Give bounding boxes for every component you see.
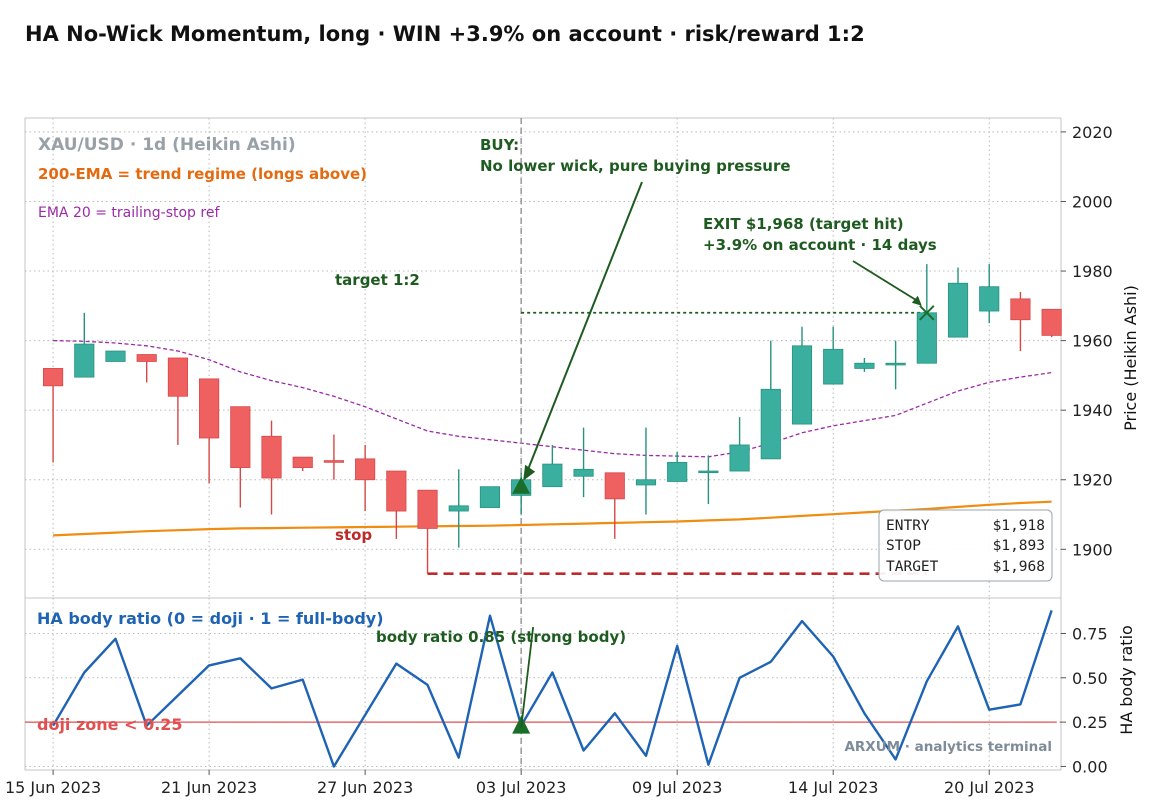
candle-body xyxy=(604,472,625,500)
body-ratio-plot xyxy=(25,610,1061,768)
candle-body xyxy=(105,350,126,362)
candle-body xyxy=(292,456,313,468)
exit-marker xyxy=(919,305,935,321)
candle-body xyxy=(760,388,781,460)
info-target-label: TARGET xyxy=(886,559,939,575)
buy-annotation-line1: BUY: xyxy=(480,136,519,154)
candle-body xyxy=(1041,308,1062,336)
candle-body xyxy=(448,505,469,512)
price-ylabel: Price (Heikin Ashi) xyxy=(1121,285,1140,431)
x-tick-label: 27 Jun 2023 xyxy=(317,778,413,797)
ratio-annotation: body ratio 0.85 (strong body) xyxy=(376,628,626,646)
ratio-tick-label: 0.00 xyxy=(1072,757,1108,776)
candle-body xyxy=(355,458,376,481)
exit-arrow xyxy=(852,260,920,303)
x-tick-label: 20 Jul 2023 xyxy=(944,778,1035,797)
candle-body xyxy=(230,406,251,468)
candle-body xyxy=(386,470,407,512)
doji-zone-label: doji zone < 0.25 xyxy=(37,715,183,734)
candle-body xyxy=(979,286,1000,312)
price-tick-label: 1940 xyxy=(1072,401,1113,420)
price-tick-label: 2000 xyxy=(1072,192,1113,211)
buy-arrowhead xyxy=(523,464,536,481)
candle-body xyxy=(667,461,688,482)
candle-body xyxy=(698,470,719,474)
x-tick-label: 14 Jul 2023 xyxy=(788,778,879,797)
exit-annotation-line1: EXIT $1,968 (target hit) xyxy=(703,215,904,233)
ratio-arrow xyxy=(520,626,535,728)
target-label: target 1:2 xyxy=(335,271,420,289)
ratio-tick-label: 0.75 xyxy=(1072,624,1108,643)
price-tick-label: 1960 xyxy=(1072,332,1113,351)
price-tick-label: 1980 xyxy=(1072,262,1113,281)
buy-annotation-line2: No lower wick, pure buying pressure xyxy=(480,157,791,175)
candle-body xyxy=(74,343,95,378)
chart-title: HA No-Wick Momentum, long · WIN +3.9% on… xyxy=(25,22,865,46)
x-tick-label: 09 Jul 2023 xyxy=(632,778,723,797)
candle-body xyxy=(947,282,969,338)
ratio-ylabel: HA body ratio xyxy=(1117,625,1136,735)
candles xyxy=(43,181,1062,574)
info-entry-value: $1,918 xyxy=(993,518,1045,534)
ema20-legend: EMA 20 = trailing-stop ref xyxy=(38,205,220,221)
body-ratio-line xyxy=(52,610,1053,768)
info-stop-value: $1,893 xyxy=(993,538,1045,554)
x-tick-label: 03 Jul 2023 xyxy=(476,778,567,797)
ratio-tick-label: 0.25 xyxy=(1072,713,1108,732)
info-stop-label: STOP xyxy=(886,538,921,554)
watermark: ARXUM · analytics terminal xyxy=(844,739,1052,755)
candle-body xyxy=(261,435,282,479)
price-tick-label: 1900 xyxy=(1072,540,1113,559)
ratio-panel-frame xyxy=(24,597,1062,771)
ratio-tick-label: 0.50 xyxy=(1072,669,1108,688)
stop-label: stop xyxy=(335,526,372,544)
candle-body xyxy=(323,460,345,463)
trade-info-box: ENTRY $1,918 STOP $1,893 TARGET $1,968 xyxy=(878,509,1053,582)
ratio-title: HA body ratio (0 = doji · 1 = full-body) xyxy=(37,609,384,628)
exit-arrowhead xyxy=(911,295,922,306)
info-entry-label: ENTRY xyxy=(886,518,930,534)
buy-marker xyxy=(512,476,531,494)
candle-body xyxy=(573,468,594,477)
candle-body xyxy=(542,463,563,488)
candle-body xyxy=(136,354,157,362)
price-tick-label: 1920 xyxy=(1072,471,1113,490)
info-target-value: $1,968 xyxy=(993,559,1045,575)
x-tick-label: 15 Jun 2023 xyxy=(5,778,101,797)
candle-body xyxy=(479,486,501,508)
candle-body xyxy=(167,357,188,397)
axis-ticks: 15 Jun 2023 21 Jun 2023 27 Jun 2023 03 Jul … xyxy=(5,123,1113,797)
ema200-legend: 200-EMA = trend regime (longs above) xyxy=(38,165,367,183)
price-tick-label: 2020 xyxy=(1072,123,1113,142)
candle-body xyxy=(854,362,875,369)
candle-body xyxy=(417,489,438,529)
candle-body xyxy=(1010,298,1031,321)
candle-body xyxy=(823,348,844,385)
candle-body xyxy=(43,368,64,387)
candle-body xyxy=(791,345,813,425)
candle-body xyxy=(635,479,657,486)
price-subtitle: XAU/USD · 1d (Heikin Ashi) xyxy=(38,135,296,155)
buy-arrow xyxy=(524,181,643,478)
x-tick-label: 21 Jun 2023 xyxy=(161,778,257,797)
candle-body xyxy=(199,378,220,439)
candle-body xyxy=(885,362,906,366)
exit-annotation-line2: +3.9% on account · 14 days xyxy=(703,236,937,254)
candle-body xyxy=(729,444,750,472)
candle-body xyxy=(916,312,937,364)
